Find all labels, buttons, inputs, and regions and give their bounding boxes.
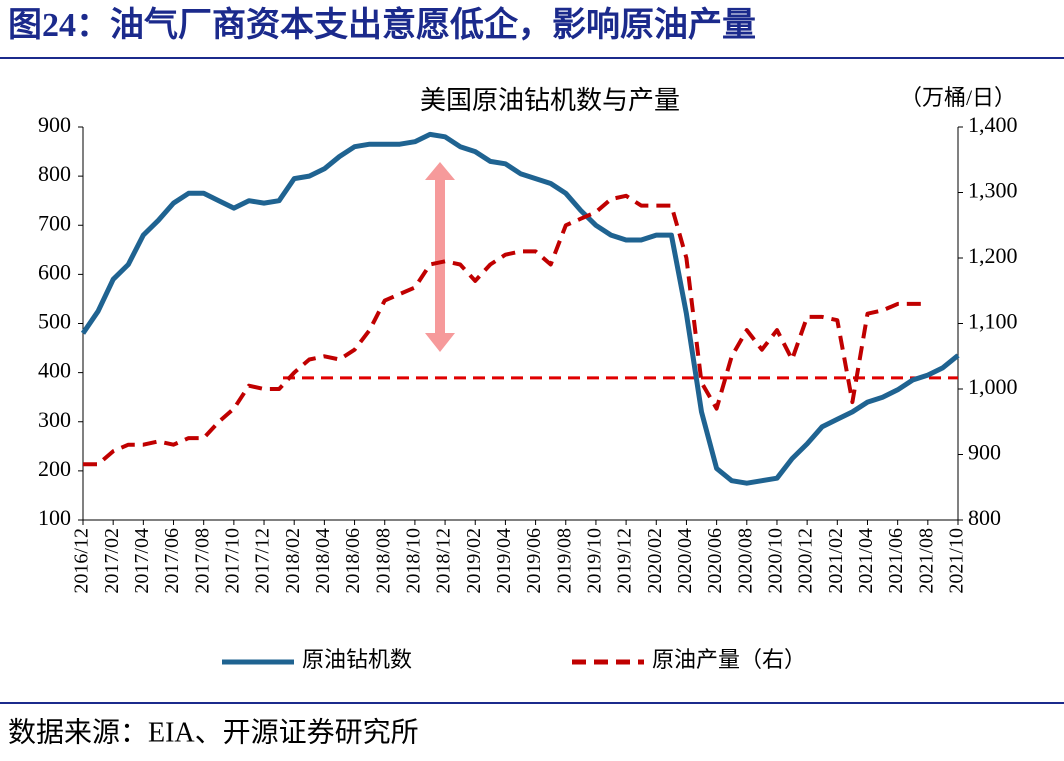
series-line	[83, 193, 928, 467]
x-tick-label: 2021/06	[885, 528, 907, 594]
x-tick-label: 2021/04	[855, 528, 877, 594]
x-tick-label: 2019/04	[493, 528, 515, 594]
y-tick-label: 900	[38, 112, 71, 137]
y2-tick-label: 900	[968, 440, 1001, 465]
y-tick-label: 100	[38, 505, 71, 530]
y2-tick-label: 1,400	[968, 112, 1018, 137]
arrow	[425, 162, 455, 352]
x-tick-label: 2019/06	[523, 528, 545, 594]
source: 数据来源：EIA、开源证券研究所	[8, 716, 419, 748]
y-tick-label: 300	[38, 407, 71, 432]
y-tick-label: 400	[38, 358, 71, 383]
x-tick-label: 2021/10	[946, 528, 968, 594]
y2-label: （万桶/日）	[900, 85, 1016, 110]
y-tick-label: 200	[38, 456, 71, 481]
x-tick-label: 2017/04	[131, 528, 153, 594]
y2-tick-label: 800	[968, 505, 1001, 530]
y-tick-label: 800	[38, 161, 71, 186]
x-tick-label: 2019/08	[553, 528, 575, 594]
x-tick-label: 2019/10	[584, 528, 606, 594]
x-tick-label: 2019/02	[463, 528, 485, 594]
legend-label: 原油产量（右）	[652, 647, 806, 672]
x-tick-label: 2021/02	[825, 528, 847, 594]
chart-title: 美国原油钻机数与产量	[420, 86, 680, 115]
x-tick-label: 2017/12	[252, 528, 274, 594]
y-tick-label: 700	[38, 210, 71, 235]
x-tick-label: 2018/06	[342, 528, 364, 594]
x-tick-label: 2017/08	[191, 528, 213, 594]
x-tick-label: 2020/06	[704, 528, 726, 594]
x-tick-label: 2017/06	[161, 528, 183, 594]
x-tick-label: 2020/12	[795, 528, 817, 594]
y2-tick-label: 1,200	[968, 243, 1018, 268]
y-tick-label: 600	[38, 259, 71, 284]
x-tick-label: 2018/04	[312, 528, 334, 594]
x-tick-label: 2018/10	[402, 528, 424, 594]
y2-tick-label: 1,100	[968, 309, 1018, 334]
x-tick-label: 2017/10	[221, 528, 243, 594]
y-tick-label: 500	[38, 309, 71, 334]
x-tick-label: 2020/02	[644, 528, 666, 594]
x-tick-label: 2020/10	[765, 528, 787, 594]
x-tick-label: 2021/08	[915, 528, 937, 594]
x-tick-label: 2016/12	[71, 528, 93, 594]
x-tick-label: 2017/02	[101, 528, 123, 594]
y2-tick-label: 1,000	[968, 374, 1018, 399]
x-tick-label: 2018/08	[372, 528, 394, 594]
x-tick-label: 2020/04	[674, 528, 696, 594]
legend-label: 原油钻机数	[302, 647, 412, 672]
x-tick-label: 2018/12	[433, 528, 455, 594]
series-line	[80, 131, 960, 486]
x-tick-label: 2018/02	[282, 528, 304, 594]
header: 图24：油气厂商资本支出意愿低企，影响原油产量	[8, 5, 756, 44]
x-tick-label: 2020/08	[734, 528, 756, 594]
x-tick-label: 2019/12	[614, 528, 636, 594]
y2-tick-label: 1,300	[968, 178, 1018, 203]
